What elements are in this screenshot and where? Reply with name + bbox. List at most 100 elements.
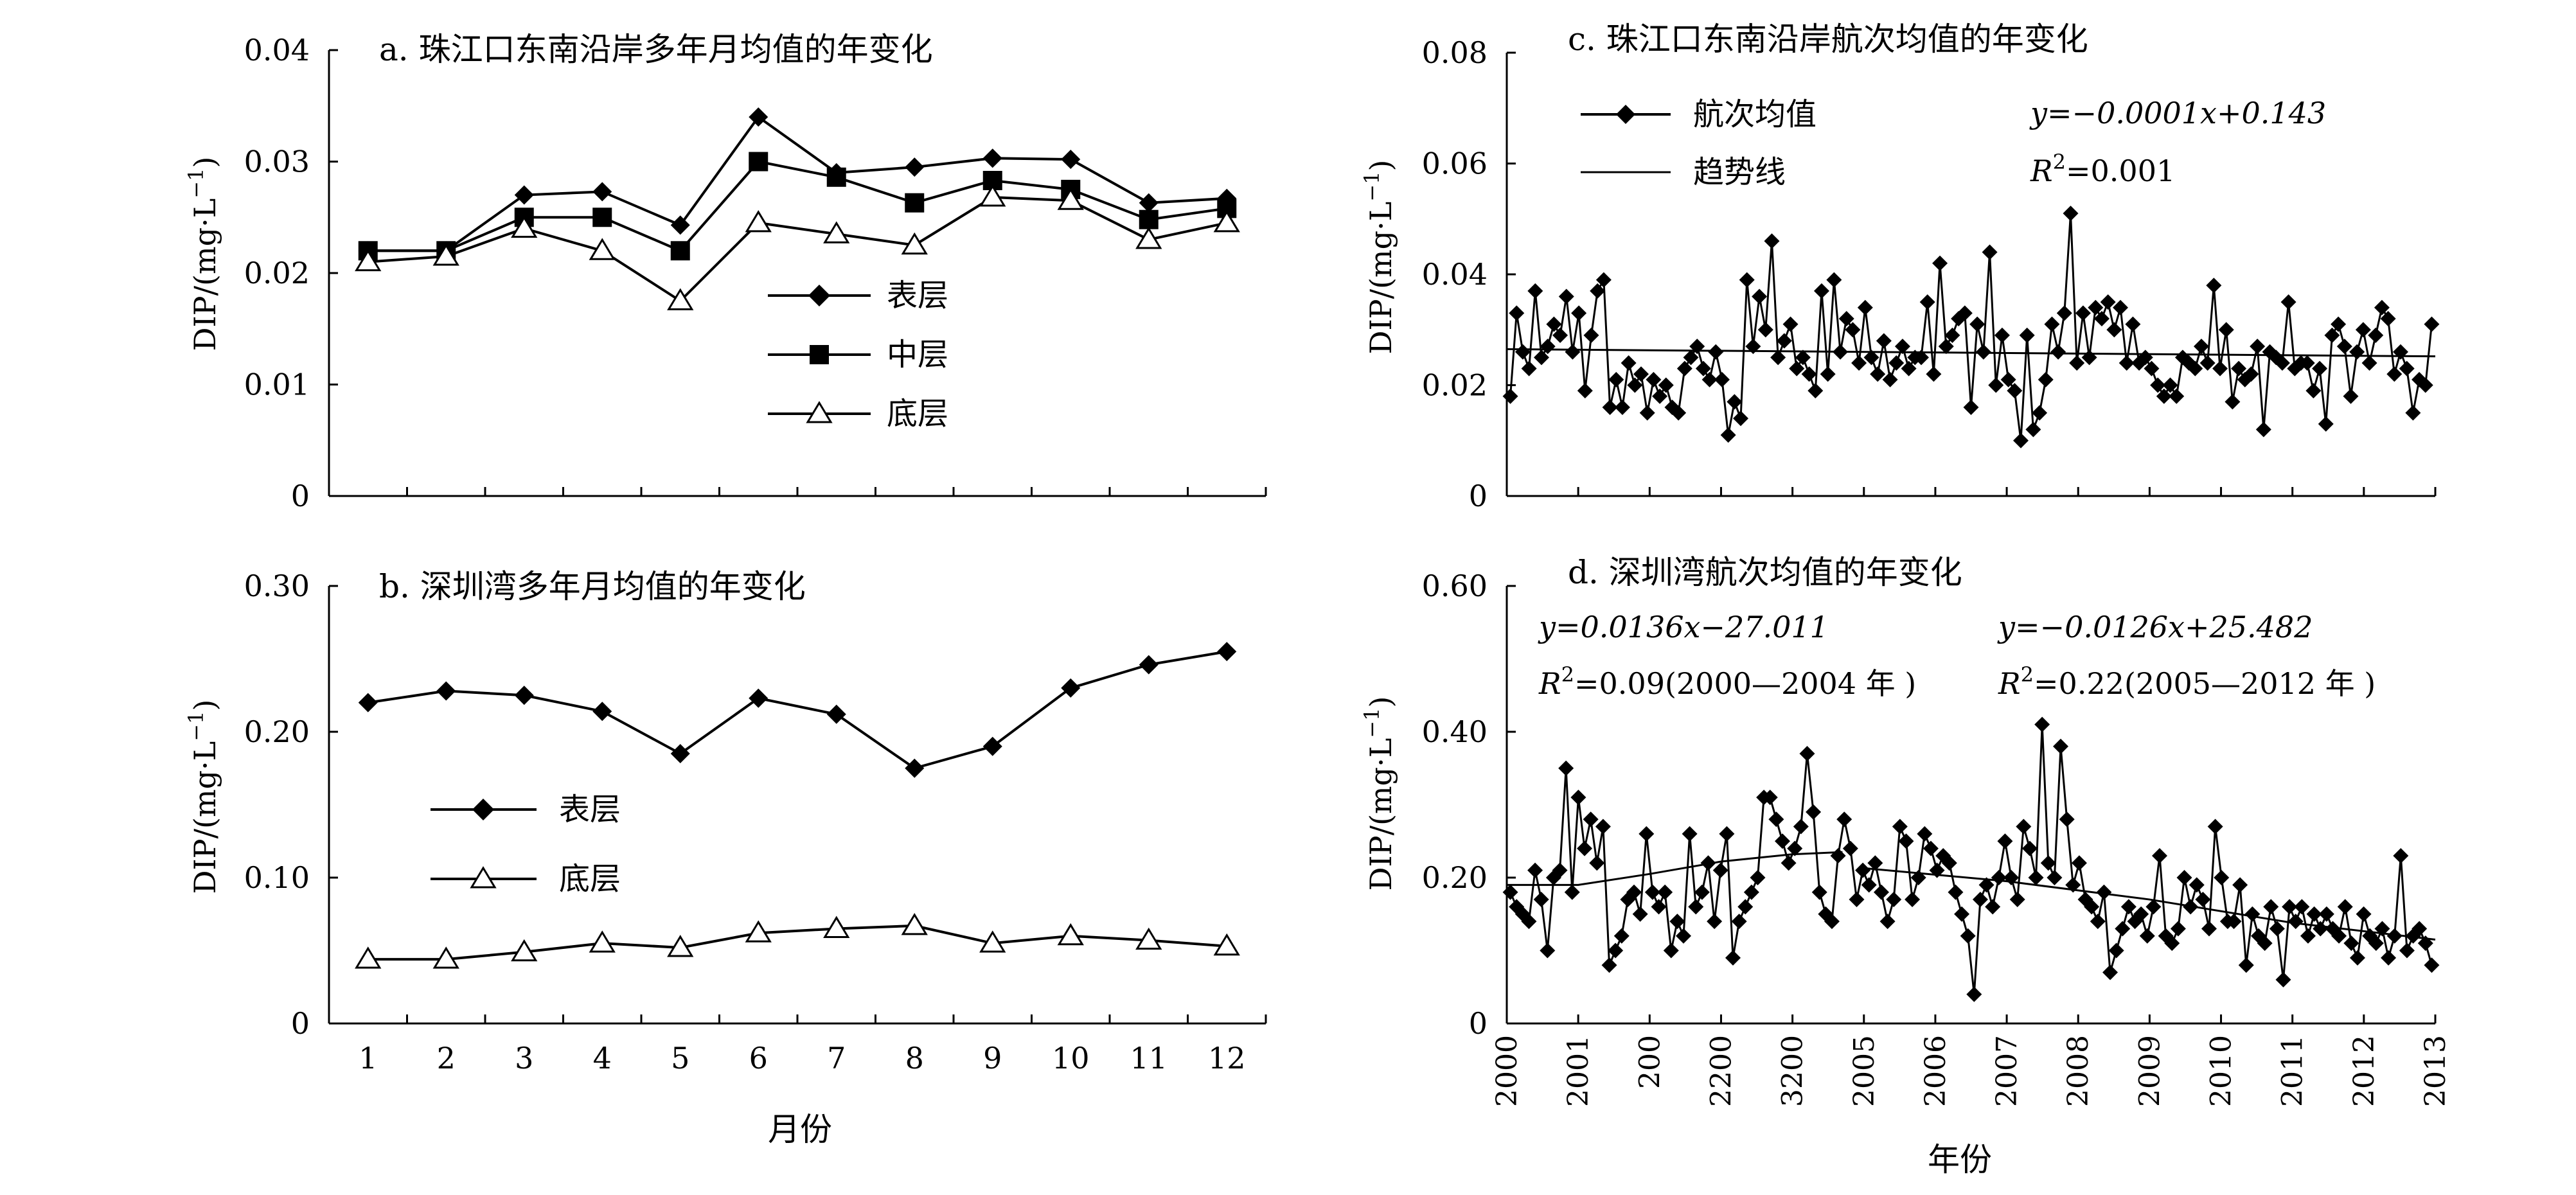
panel-c-point-86 — [2038, 371, 2054, 387]
panel-b-x-tick-label-8: 9 — [983, 1041, 1002, 1076]
panel-a-series-2-point-4 — [667, 288, 694, 310]
panel-b-series-0-point-9 — [1061, 678, 1081, 698]
panel-c-point-90 — [2063, 206, 2079, 222]
panel-c-point-120 — [2250, 339, 2266, 355]
panel-c-point-96 — [2100, 294, 2116, 310]
panel-d-point-11 — [1570, 790, 1586, 806]
panel-d-point-138 — [2356, 906, 2372, 922]
panel-c-title: c. 珠江口东南沿岸航次均值的年变化 — [1568, 21, 2088, 58]
panel-d-point-73 — [1954, 906, 1970, 922]
panel-c-point-31 — [1695, 360, 1711, 376]
panel-b-x-tick-label-11: 12 — [1208, 1041, 1246, 1076]
panel-d-point-115 — [2214, 870, 2230, 885]
panel-d-y-axis-label: DIP/(mg·L−1) — [1360, 696, 1398, 891]
panel-a-series-1-point-7 — [905, 193, 925, 213]
panel-c-point-138 — [2361, 355, 2377, 371]
panel-d-point-27 — [1669, 914, 1685, 930]
panel-c-equation-text: y=−0.0001x+0.143 — [2029, 96, 2326, 130]
panel-c-point-139 — [2368, 327, 2384, 343]
panel-c-point-20 — [1627, 377, 1643, 393]
panel-d-point-89 — [2053, 738, 2069, 754]
panel-c-point-103 — [2144, 360, 2160, 376]
panel-a-series-0-point-8 — [982, 148, 1002, 168]
panel-c-point-124 — [2274, 355, 2290, 371]
panel-c-point-107 — [2169, 388, 2185, 404]
panel-c-point-12 — [1577, 383, 1593, 399]
panel-c-point-25 — [1658, 377, 1674, 393]
panel-a-series-2-point-7 — [901, 232, 928, 255]
panel-b-month-shenzhen: b. 深圳湾多年月均值的年变化 DIP/(mg·L−1) 表层 底层 月份 00… — [184, 568, 1267, 1148]
panel-d-point-3 — [1521, 914, 1537, 930]
panel-d-point-112 — [2195, 892, 2211, 908]
panel-c-point-125 — [2280, 294, 2296, 310]
panel-c-point-55 — [1845, 322, 1861, 338]
panel-d-trend-2 — [1863, 867, 2436, 941]
panel-d-point-105 — [2152, 847, 2168, 863]
panel-c-point-69 — [1932, 255, 1948, 271]
panel-d-x-tick-label-6: 2006 — [1919, 1035, 1952, 1107]
legend-b-surface-marker — [472, 799, 494, 820]
panel-c-point-117 — [2231, 360, 2247, 376]
legend-b-surface-label: 表层 — [559, 792, 621, 828]
panel-b-x-tick-label-2: 3 — [515, 1041, 533, 1076]
panel-a-series-1-point-3 — [592, 208, 612, 227]
panel-d-point-107 — [2164, 935, 2180, 952]
panel-d-point-98 — [2108, 943, 2124, 959]
panel-d-point-0 — [1502, 884, 1518, 900]
panel-d-point-64 — [1898, 833, 1914, 849]
panel-d-point-124 — [2269, 921, 2285, 937]
panel-a-series-0-point-4 — [670, 215, 690, 235]
panel-c-point-46 — [1789, 360, 1805, 376]
panel-a-series-0-point-9 — [1061, 150, 1081, 170]
panel-c-point-2 — [1515, 344, 1531, 360]
panel-b-y-tick-label-0: 0 — [291, 1006, 310, 1041]
panel-c-point-10 — [1565, 344, 1581, 360]
panel-d-cruise-shenzhen: d. 深圳湾航次均值的年变化 DIP/(mg·L−1) y=0.0136x−27… — [1360, 554, 2452, 1178]
panel-d-point-43 — [1768, 811, 1784, 828]
panel-c-point-14 — [1590, 283, 1606, 299]
panel-d-point-122 — [2257, 935, 2273, 952]
panel-c-equation: y=−0.0001x+0.143 — [2029, 96, 2326, 130]
panel-c-point-62 — [1888, 355, 1905, 371]
panel-b-series-0-point-2 — [514, 686, 534, 705]
panel-c-point-67 — [1919, 294, 1935, 310]
panel-c-point-32 — [1701, 371, 1718, 387]
panel-c-point-79 — [1994, 327, 2010, 343]
panel-c-point-75 — [1969, 316, 1985, 332]
panel-d-point-20 — [1626, 884, 1642, 900]
panel-b-series-0-point-6 — [826, 704, 846, 724]
panel-d-point-52 — [1824, 914, 1840, 930]
panel-c-point-135 — [2343, 388, 2359, 404]
panel-b-series-0-point-5 — [749, 688, 768, 708]
panel-c-point-0 — [1502, 388, 1518, 404]
panel-c-y-tick-label-1: 0.02 — [1422, 368, 1488, 403]
panel-d-x-tick-label-8: 2008 — [2062, 1035, 2095, 1107]
panel-c-point-23 — [1646, 371, 1662, 387]
panel-c-point-52 — [1826, 272, 1842, 288]
panel-d-point-30 — [1688, 899, 1704, 915]
panel-b-x-tick-label-7: 8 — [905, 1041, 924, 1076]
panel-c-point-38 — [1739, 272, 1755, 288]
panel-d-point-9 — [1558, 760, 1574, 776]
panel-b-series-0-point-8 — [982, 736, 1002, 756]
panel-d-point-5 — [1533, 892, 1549, 908]
panel-a-y-tick-label-4: 0.04 — [244, 33, 310, 67]
panel-c-point-49 — [1808, 383, 1824, 399]
panel-c-point-36 — [1727, 394, 1743, 410]
panel-c-y-tick-label-0: 0 — [1469, 479, 1488, 513]
panel-d-point-24 — [1651, 899, 1667, 915]
panel-c-point-22 — [1639, 405, 1655, 421]
panel-c-point-24 — [1652, 388, 1668, 404]
panel-b-y-tick-label-1: 0.10 — [244, 860, 310, 895]
panel-d-point-48 — [1799, 746, 1815, 762]
panel-a-series-2-point-9 — [1057, 188, 1084, 210]
panel-d-point-117 — [2226, 914, 2242, 930]
panel-c-point-116 — [2225, 394, 2241, 410]
legend-b-bottom-marker — [470, 866, 497, 889]
panel-c-point-128 — [2299, 355, 2315, 371]
panel-d-point-92 — [2071, 855, 2087, 871]
panel-b-series-1-point-6 — [823, 916, 850, 938]
panel-a-y-tick-label-0: 0 — [291, 479, 310, 513]
panel-c-point-35 — [1720, 427, 1736, 443]
panel-d-point-59 — [1867, 855, 1883, 871]
